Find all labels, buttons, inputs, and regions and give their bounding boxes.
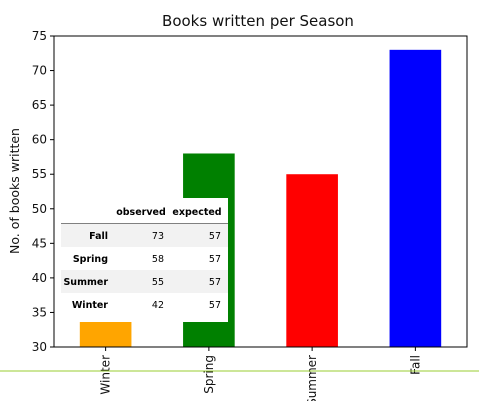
table-row: [61, 247, 228, 270]
table-row: [61, 270, 228, 293]
x-tick-label: Summer: [305, 355, 319, 401]
table-row-label: Winter: [72, 300, 108, 311]
table-cell-expected: 57: [209, 277, 221, 288]
table-header-expected: expected: [172, 207, 221, 218]
bar-fall: [389, 49, 442, 347]
y-tick-label: 55: [32, 167, 47, 181]
x-tick-label: Spring: [202, 355, 216, 394]
bar-summer: [286, 174, 338, 347]
table-row: [61, 293, 228, 316]
x-tick-label: Winter: [99, 355, 113, 395]
table-cell-expected: 57: [209, 231, 221, 242]
y-tick-label: 30: [32, 340, 47, 354]
x-axis: Winter Spring Summer Fall: [99, 347, 422, 401]
y-tick-label: 65: [32, 98, 47, 112]
table-cell-observed: 73: [152, 231, 164, 242]
table-row: [61, 224, 228, 247]
y-tick-label: 70: [32, 64, 47, 78]
y-tick-label: 50: [32, 202, 47, 216]
chart-title: Books written per Season: [162, 12, 354, 30]
y-tick-label: 45: [32, 236, 47, 250]
y-axis: 30 35 40 45 50 55 60 65 70 75: [32, 29, 54, 354]
table-row-label: Spring: [73, 254, 108, 265]
x-tick-label: Fall: [408, 355, 422, 375]
table-row-label: Summer: [63, 277, 108, 288]
plot-frame: [53, 35, 468, 348]
y-axis-label: No. of books written: [7, 128, 22, 254]
table-cell-observed: 58: [152, 254, 164, 265]
table-cell-expected: 57: [209, 300, 221, 311]
y-tick-label: 75: [32, 29, 47, 43]
table-cell-observed: 55: [152, 277, 164, 288]
data-table: observed expected Fall 73 57 Spring 58 57 Summer…: [61, 198, 228, 322]
table-cell-observed: 42: [152, 300, 164, 311]
table-header-observed: observed: [116, 207, 166, 218]
y-tick-label: 60: [32, 133, 47, 147]
table-cell-expected: 57: [209, 254, 221, 265]
table-row-label: Fall: [89, 231, 108, 242]
bar-winter: [79, 319, 132, 347]
y-tick-label: 35: [32, 305, 47, 319]
y-tick-label: 40: [32, 271, 47, 285]
